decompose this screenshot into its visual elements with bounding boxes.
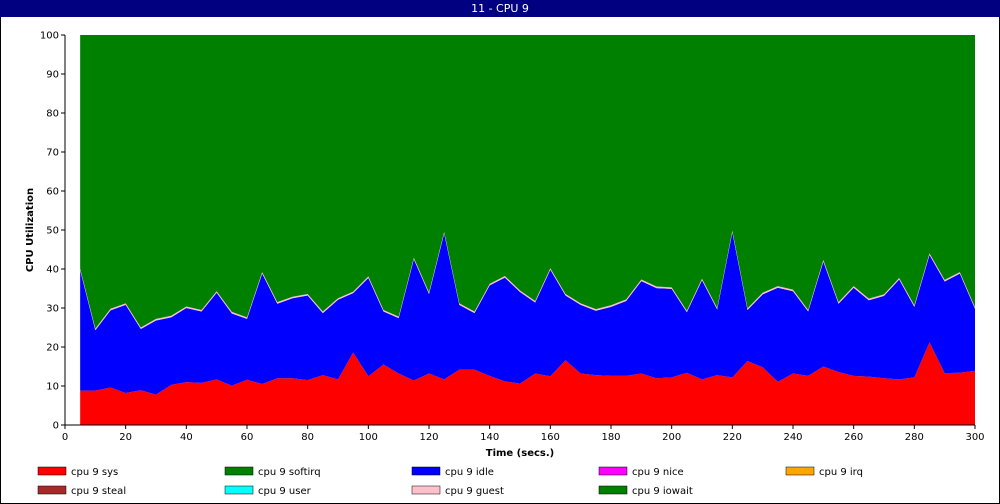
y-tick-label: 50 [46,226,59,237]
y-tick-label: 100 [40,31,59,42]
x-tick-label: 140 [480,432,499,443]
legend-item-cpu-9-user: cpu 9 user [224,485,312,497]
legend-swatch [224,466,254,476]
legend-label: cpu 9 idle [445,467,494,478]
legend-item-cpu-9-irq: cpu 9 irq [785,466,863,478]
legend-item-cpu-9-idle: cpu 9 idle [411,466,494,478]
legend-item-cpu-9-nice: cpu 9 nice [598,466,684,478]
legend-item-cpu-9-sys: cpu 9 sys [37,466,118,478]
x-tick-label: 260 [844,432,863,443]
x-tick-label: 300 [965,432,984,443]
x-tick-label: 20 [119,432,132,443]
legend-item-cpu-9-guest: cpu 9 guest [411,485,504,497]
legend-label: cpu 9 iowait [632,486,693,497]
legend-label: cpu 9 sys [71,467,118,478]
y-tick-label: 70 [46,148,59,159]
y-tick-label: 40 [46,265,59,276]
x-tick-label: 180 [601,432,620,443]
legend-label: cpu 9 irq [819,467,863,478]
y-axis-title: CPU Utilization [25,188,36,272]
legend-label: cpu 9 guest [445,486,504,497]
x-tick-label: 120 [419,432,438,443]
legend-swatch [411,466,441,476]
y-tick-label: 20 [46,343,59,354]
x-tick-label: 60 [241,432,254,443]
area-cpu-9-sys [80,342,975,425]
x-tick-label: 80 [301,432,314,443]
y-tick-label: 30 [46,304,59,315]
y-tick-label: 80 [46,109,59,120]
legend-swatch [411,485,441,495]
legend-swatch [598,485,628,495]
x-tick-label: 220 [723,432,742,443]
y-tick-label: 60 [46,187,59,198]
x-tick-label: 0 [62,432,68,443]
legend-swatch [224,485,254,495]
x-tick-label: 240 [783,432,802,443]
x-tick-label: 40 [180,432,193,443]
x-tick-label: 280 [905,432,924,443]
window-title: 11 - CPU 9 [0,0,1000,17]
legend-item-cpu-9-softirq: cpu 9 softirq [224,466,321,478]
legend-swatch [598,466,628,476]
x-tick-label: 100 [359,432,378,443]
legend: cpu 9 sys cpu 9 softirq cpu 9 idle cpu 9 ni… [37,466,863,497]
area-cpu-9-iowait [80,35,975,329]
legend-label: cpu 9 steal [71,486,126,497]
y-tick-label: 90 [46,70,59,81]
legend-swatch [37,485,67,495]
legend-swatch [785,466,815,476]
x-tick-label: 200 [662,432,681,443]
legend-item-cpu-9-steal: cpu 9 steal [37,485,126,497]
x-tick-label: 160 [541,432,560,443]
legend-item-cpu-9-iowait: cpu 9 iowait [598,485,693,497]
ticks: 0 10 20 30 40 50 60 70 80 90 100 0 20 40 60 80 100 120 140… [40,31,985,444]
x-axis-title: Time (secs.) [486,448,555,459]
y-tick-label: 10 [46,382,59,393]
stacked-areas [65,35,975,425]
legend-label: cpu 9 user [258,486,312,497]
legend-swatch [37,466,67,476]
y-tick-label: 0 [53,421,59,432]
area-cpu-9-guest [80,230,975,331]
legend-label: cpu 9 softirq [258,467,321,478]
legend-label: cpu 9 nice [632,467,684,478]
area-cpu-9-idle [80,232,975,395]
